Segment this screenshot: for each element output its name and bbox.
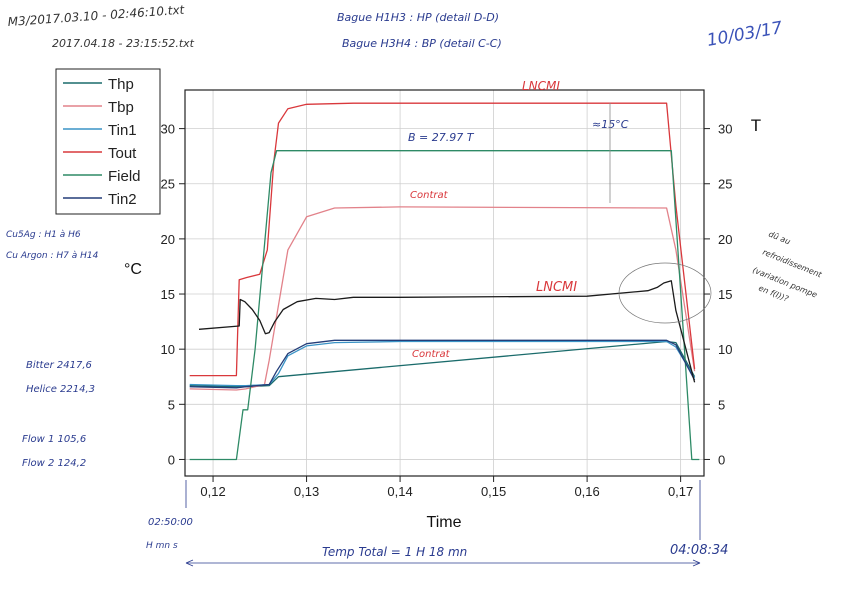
series-line-tin2 <box>189 339 696 389</box>
lncmi-mid-note: LNCMI <box>536 280 577 295</box>
series-line-unlabeled <box>198 280 696 383</box>
header-file-1: M3/2017.03.10 - 02:46:10.txt <box>7 3 186 29</box>
side-note-2: Cu Argon : H7 à H14 <box>6 251 99 261</box>
y2-tick-label: 5 <box>718 397 725 412</box>
start-unit-note: H mn s <box>146 541 178 551</box>
x-tick-label: 0,13 <box>294 484 319 499</box>
legend-label-tout: Tout <box>108 145 137 162</box>
y2-tick-label: 20 <box>718 232 732 247</box>
contrat-top-note: Contrat <box>410 190 449 201</box>
start-time-note: 02:50:00 <box>148 517 193 528</box>
x-tick-label: 0,15 <box>481 484 506 499</box>
y-axis-label: °C <box>124 261 142 278</box>
legend-label-tbp: Tbp <box>108 99 134 116</box>
field-note: B = 27.97 T <box>408 131 475 144</box>
x-tick-label: 0,12 <box>200 484 225 499</box>
y-tick-label: 20 <box>161 232 175 247</box>
y2-tick-label: 30 <box>718 122 732 137</box>
lncmi-top-note: LNCMI <box>522 79 560 93</box>
y-tick-label: 0 <box>168 452 175 467</box>
series-line-thp <box>189 340 696 388</box>
x-tick-label: 0,14 <box>387 484 412 499</box>
x-tick-label: 0,17 <box>668 484 693 499</box>
header-file-2: 2017.04.18 - 23:15:52.txt <box>52 37 195 50</box>
series-layer <box>189 102 700 461</box>
series-line-tout <box>189 102 696 377</box>
series-line-tbp <box>189 206 696 391</box>
legend-label-tin2: Tin2 <box>108 191 137 208</box>
x-axis-label: Time <box>427 514 462 531</box>
date-note: 10/03/17 <box>705 18 784 51</box>
helice-note: Helice 2214,3 <box>26 384 95 395</box>
y2-axis-label: T <box>751 116 761 135</box>
legend-label-field: Field <box>108 168 141 185</box>
legend-label-thp: Thp <box>108 76 134 93</box>
contrat-bottom-note: Contrat <box>412 349 451 360</box>
total-time-note: Temp Total = 1 H 18 mn <box>322 545 467 559</box>
y-tick-label: 10 <box>161 342 175 357</box>
flow1-note: Flow 1 105,6 <box>22 434 86 445</box>
axis-ticks: 0,12 0,13 0,14 0,15 0,16 0,17 0 5 10 15 20 25 30 0 5 10… <box>161 122 733 499</box>
y2-tick-label: 25 <box>718 177 732 192</box>
legend-box <box>55 68 161 215</box>
flow2-note: Flow 2 124,2 <box>22 458 86 469</box>
legend-label-tin1: Tin1 <box>108 122 137 139</box>
series-line-tin1 <box>189 340 696 387</box>
bitter-note: Bitter 2417,6 <box>26 360 92 371</box>
bague-note-1: Bague H1H3 : HP (detail D-D) <box>337 11 499 24</box>
x-tick-label: 0,16 <box>574 484 599 499</box>
total-time-arrowheads <box>185 559 701 567</box>
y-tick-label: 30 <box>161 122 175 137</box>
legend: Thp Tbp Tin1 Tout Field Tin2 <box>55 68 161 215</box>
y-tick-label: 25 <box>161 177 175 192</box>
grid <box>185 90 704 476</box>
y-tick-label: 15 <box>161 287 175 302</box>
side-note-1: Cu5Ag : H1 à H6 <box>6 230 81 240</box>
series-line-field <box>189 150 700 461</box>
y-tick-label: 5 <box>168 397 175 412</box>
right-note-1: dû au <box>767 229 792 247</box>
right-note-ellipse <box>618 262 712 324</box>
y2-tick-label: 0 <box>718 452 725 467</box>
y2-tick-label: 10 <box>718 342 732 357</box>
plot-frame <box>184 89 705 477</box>
bague-note-2: Bague H3H4 : BP (detail C-C) <box>342 37 502 50</box>
end-time-note: 04:08:34 <box>670 543 728 558</box>
y2-tick-label: 15 <box>718 287 732 302</box>
